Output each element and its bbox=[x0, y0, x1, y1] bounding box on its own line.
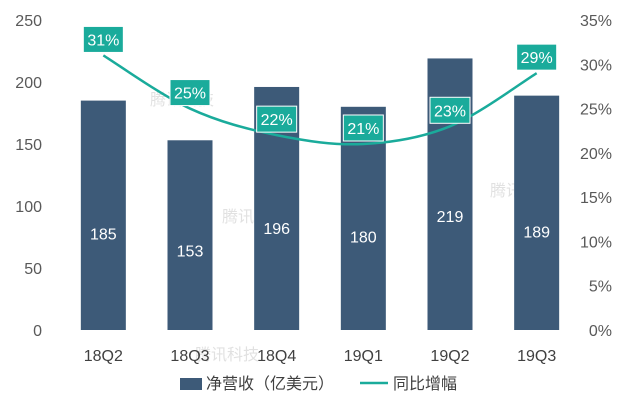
category-label: 19Q3 bbox=[517, 348, 556, 365]
right-tick-label: 25% bbox=[580, 102, 612, 119]
bar-value-label: 185 bbox=[90, 227, 117, 244]
bar-value-label: 196 bbox=[263, 221, 290, 238]
line-value-badge bbox=[429, 96, 471, 124]
bar-value-label: 180 bbox=[350, 229, 377, 246]
right-tick-label: 15% bbox=[580, 190, 612, 207]
watermark-text: 腾讯科技 bbox=[195, 346, 259, 364]
category-label: 18Q3 bbox=[170, 348, 209, 365]
bar-value-label: 219 bbox=[437, 209, 464, 226]
line-value-badge bbox=[342, 114, 384, 142]
bar bbox=[514, 95, 560, 330]
right-tick-label: 5% bbox=[589, 279, 612, 296]
line-series: 31% 25% 22% 21% 23% 29% bbox=[82, 25, 558, 146]
line-value-label: 25% bbox=[174, 86, 206, 103]
legend: 净营收（亿美元） 同比增幅 bbox=[180, 375, 457, 393]
left-tick-label: 50 bbox=[24, 261, 42, 278]
left-tick-label: 100 bbox=[15, 199, 42, 216]
line-value-label: 21% bbox=[347, 121, 379, 138]
category-label: 19Q1 bbox=[344, 348, 383, 365]
category-label: 19Q2 bbox=[430, 348, 469, 365]
line-value-badge bbox=[256, 105, 298, 133]
category-label: 18Q2 bbox=[84, 348, 123, 365]
right-tick-label: 35% bbox=[580, 13, 612, 30]
line-value-label: 23% bbox=[434, 103, 466, 120]
left-tick-label: 150 bbox=[15, 137, 42, 154]
bar-value-label: 153 bbox=[177, 243, 204, 260]
right-tick-label: 10% bbox=[580, 234, 612, 251]
legend-bar-swatch bbox=[180, 378, 202, 390]
legend-bar-label: 净营收（亿美元） bbox=[206, 375, 334, 393]
bar-value-label: 189 bbox=[523, 225, 550, 242]
right-tick-label: 0% bbox=[589, 323, 612, 340]
line-value-label: 29% bbox=[521, 50, 553, 67]
line-value-badge bbox=[82, 25, 124, 53]
left-tick-label: 250 bbox=[15, 13, 42, 30]
category-labels: 18Q2 18Q3 18Q4 19Q1 19Q2 19Q3 bbox=[84, 348, 557, 365]
right-axis-ticks: 0% 5% 10% 15% 20% 25% 30% 35% bbox=[580, 13, 612, 340]
category-label: 18Q4 bbox=[257, 348, 296, 365]
left-axis-ticks: 0 50 100 150 200 250 bbox=[15, 13, 42, 340]
line-value-badge bbox=[169, 79, 211, 107]
right-tick-label: 30% bbox=[580, 57, 612, 74]
bar bbox=[167, 140, 213, 330]
left-tick-label: 200 bbox=[15, 75, 42, 92]
legend-line-label: 同比增幅 bbox=[393, 375, 457, 393]
left-tick-label: 0 bbox=[33, 323, 42, 340]
line-value-label: 22% bbox=[261, 112, 293, 129]
right-tick-label: 20% bbox=[580, 146, 612, 163]
line-value-badge bbox=[516, 43, 558, 71]
line-value-label: 31% bbox=[87, 32, 119, 49]
bar bbox=[80, 100, 126, 330]
